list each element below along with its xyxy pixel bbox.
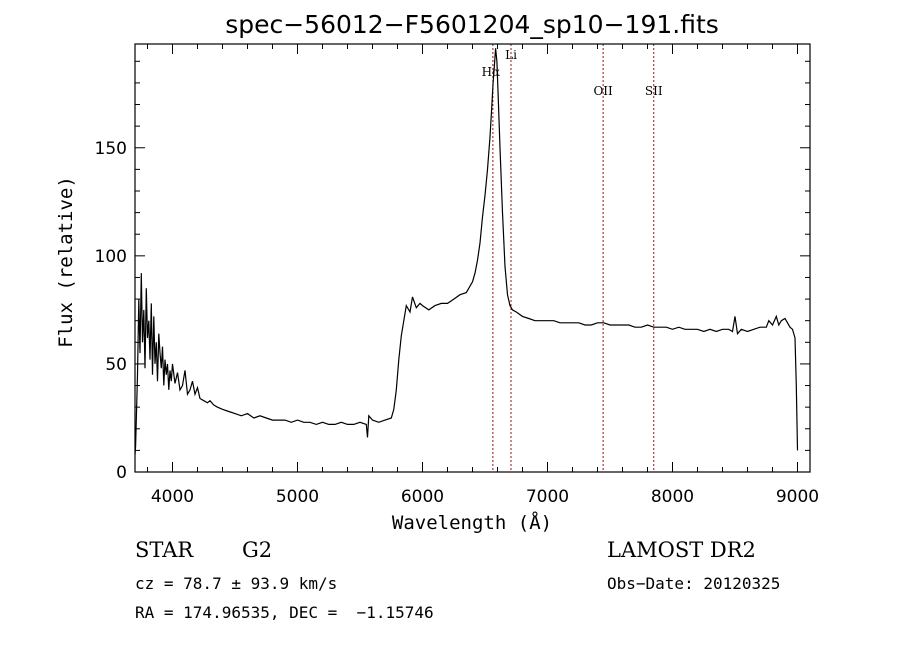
chart-title: spec−56012−F5601204_sp10−191.fits xyxy=(225,10,719,39)
line-marker-label: OII xyxy=(593,84,613,98)
line-markers: Hα Li OII SII xyxy=(482,44,663,472)
spectrum-line xyxy=(134,48,799,455)
survey-name: LAMOST DR2 xyxy=(607,538,756,562)
y-tick-label: 50 xyxy=(105,355,127,375)
y-tick-label: 0 xyxy=(116,463,127,483)
x-axis-label: Wavelength (Å) xyxy=(392,511,552,534)
y-axis-label: Flux (relative) xyxy=(55,176,77,348)
x-tick-label: 7000 xyxy=(526,487,569,507)
line-marker-label: SII xyxy=(645,84,663,98)
y-tick-label: 100 xyxy=(95,247,127,267)
line-marker-label: Hα xyxy=(482,65,501,79)
coordinates: RA = 174.96535, DEC = −1.15746 xyxy=(135,603,434,622)
x-tick-label: 4000 xyxy=(151,487,194,507)
x-tick-label: 6000 xyxy=(401,487,444,507)
axis-ticks: 4000 5000 6000 7000 8000 9000 0 50 100 150 xyxy=(95,44,819,507)
plot-frame xyxy=(134,43,811,473)
x-tick-label: 8000 xyxy=(651,487,694,507)
x-tick-label: 5000 xyxy=(276,487,319,507)
object-subclass: G2 xyxy=(242,538,273,562)
line-marker-label: Li xyxy=(505,48,517,62)
observation-date: Obs−Date: 20120325 xyxy=(607,574,781,593)
redshift-velocity: cz = 78.7 ± 93.9 km/s xyxy=(135,574,338,593)
x-tick-label: 9000 xyxy=(776,487,819,507)
object-class: STAR xyxy=(135,538,194,562)
y-tick-label: 150 xyxy=(95,139,127,159)
